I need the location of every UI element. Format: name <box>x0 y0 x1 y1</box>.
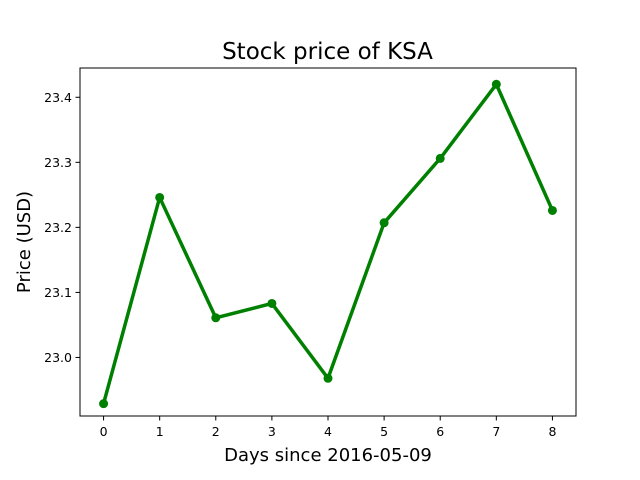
y-axis-label: Price (USD) <box>14 191 35 293</box>
series-line <box>101 82 555 406</box>
series-layer <box>99 79 557 409</box>
data-point <box>491 79 501 89</box>
data-point <box>547 205 557 215</box>
x-tick-label: 6 <box>436 424 444 439</box>
data-point <box>267 298 277 308</box>
y-tick-label: 23.4 <box>44 90 72 105</box>
data-point <box>155 192 165 202</box>
x-axis-label: Days since 2016-05-09 <box>224 445 432 466</box>
x-tick-label: 8 <box>548 424 556 439</box>
y-tick-label: 23.1 <box>44 285 72 300</box>
x-tick-label: 5 <box>380 424 388 439</box>
data-point <box>323 373 333 383</box>
chart-title: Stock price of KSA <box>222 39 433 65</box>
x-tick-label: 1 <box>156 424 164 439</box>
x-tick-label: 0 <box>100 424 108 439</box>
data-point <box>435 153 445 163</box>
y-tick-label: 23.0 <box>44 350 72 365</box>
data-point <box>99 399 109 409</box>
data-point <box>211 313 221 323</box>
x-axis: 0 1 2 3 4 5 6 7 8 <box>100 416 556 439</box>
y-tick-label: 23.3 <box>44 155 72 170</box>
x-tick-label: 4 <box>324 424 332 439</box>
y-tick-label: 23.2 <box>44 220 72 235</box>
plot-area <box>79 67 577 417</box>
y-axis: 23.0 23.1 23.2 23.3 23.4 <box>44 90 80 365</box>
x-tick-label: 7 <box>492 424 500 439</box>
x-tick-label: 2 <box>212 424 220 439</box>
x-tick-label: 3 <box>268 424 276 439</box>
data-point <box>379 218 389 228</box>
